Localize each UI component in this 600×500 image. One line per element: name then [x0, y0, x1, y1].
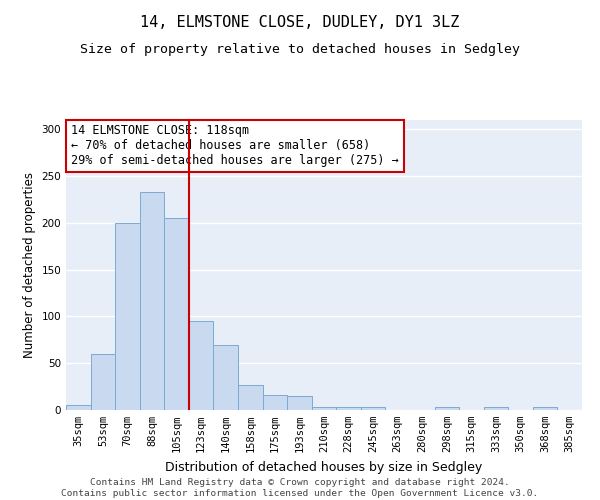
- Bar: [484, 407, 508, 410]
- Bar: [91, 354, 115, 410]
- Bar: [115, 223, 140, 410]
- Bar: [287, 396, 312, 410]
- Bar: [66, 406, 91, 410]
- X-axis label: Distribution of detached houses by size in Sedgley: Distribution of detached houses by size …: [166, 460, 482, 473]
- Bar: [434, 407, 459, 410]
- Text: Contains HM Land Registry data © Crown copyright and database right 2024.
Contai: Contains HM Land Registry data © Crown c…: [61, 478, 539, 498]
- Bar: [164, 218, 189, 410]
- Bar: [214, 344, 238, 410]
- Bar: [263, 395, 287, 410]
- Text: 14 ELMSTONE CLOSE: 118sqm
← 70% of detached houses are smaller (658)
29% of semi: 14 ELMSTONE CLOSE: 118sqm ← 70% of detac…: [71, 124, 399, 168]
- Y-axis label: Number of detached properties: Number of detached properties: [23, 172, 36, 358]
- Bar: [533, 407, 557, 410]
- Bar: [140, 192, 164, 410]
- Text: 14, ELMSTONE CLOSE, DUDLEY, DY1 3LZ: 14, ELMSTONE CLOSE, DUDLEY, DY1 3LZ: [140, 15, 460, 30]
- Bar: [312, 407, 336, 410]
- Bar: [189, 321, 214, 410]
- Bar: [336, 407, 361, 410]
- Bar: [238, 384, 263, 410]
- Text: Size of property relative to detached houses in Sedgley: Size of property relative to detached ho…: [80, 42, 520, 56]
- Bar: [361, 407, 385, 410]
